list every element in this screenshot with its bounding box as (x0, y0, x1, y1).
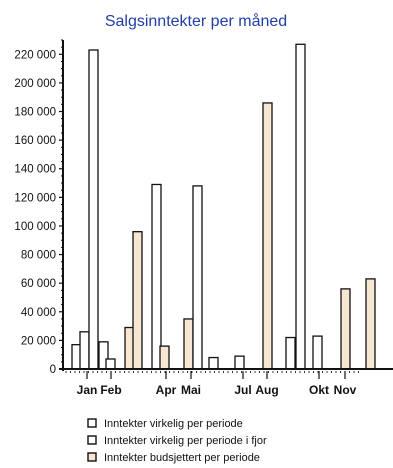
x-tick-label: Nov (334, 383, 357, 397)
bar (159, 345, 170, 370)
y-tick-label: 60 000 (21, 278, 56, 290)
axes (59, 40, 393, 371)
y-tick-label: 40 000 (21, 307, 56, 319)
y-tick-label: 100 000 (14, 221, 56, 233)
y-tick-label: 120 000 (14, 192, 56, 204)
x-tick-label: Feb (100, 383, 121, 397)
bar (234, 355, 245, 370)
bar (365, 278, 376, 370)
y-tick-label: 80 000 (21, 250, 56, 262)
legend-label: Inntekter budsjettert per periode (104, 452, 260, 464)
y-tick-label: 20 000 (21, 335, 56, 347)
bar (262, 102, 273, 370)
bar (208, 356, 219, 370)
x-tick-label: Jul (234, 383, 251, 397)
bar (312, 335, 323, 370)
bar (151, 183, 162, 370)
bar (105, 358, 116, 370)
x-tick-label: Apr (156, 383, 177, 397)
y-tick-label: 180 000 (14, 107, 56, 119)
y-tick-label: 140 000 (14, 164, 56, 176)
bar (79, 331, 90, 370)
legend-label: Inntekter virkelig per periode i fjor (104, 435, 267, 447)
bar (340, 288, 351, 370)
legend-swatch (87, 452, 97, 462)
x-tick-label: Aug (255, 383, 278, 397)
y-tick-label: 220 000 (14, 49, 56, 61)
y-tick-label: 160 000 (14, 135, 56, 147)
bar (295, 43, 306, 370)
legend: Inntekter virkelig per periode Inntekter … (87, 418, 267, 464)
y-axis-ticks: 0 20 000 40 000 60 000 80 000 100 000 120 000 1… (14, 39, 63, 376)
legend-label: Inntekter virkelig per periode (104, 418, 243, 430)
legend-swatch (87, 418, 97, 428)
x-tick-label: Okt (309, 383, 329, 397)
x-axis-ticks: Jan Feb Apr Mai Jul Aug Okt Nov (65, 371, 359, 397)
y-tick-label: 0 (50, 364, 56, 376)
bar (285, 336, 296, 370)
bars (71, 43, 376, 370)
bar (132, 231, 143, 370)
x-tick-label: Mai (181, 383, 201, 397)
bar (88, 49, 99, 370)
bar (183, 318, 194, 370)
chart-title: Salgsinntekter per måned (105, 12, 287, 30)
y-tick-label: 200 000 (14, 78, 56, 90)
legend-swatch (87, 435, 97, 445)
bar (192, 185, 203, 370)
x-tick-label: Jan (77, 383, 98, 397)
